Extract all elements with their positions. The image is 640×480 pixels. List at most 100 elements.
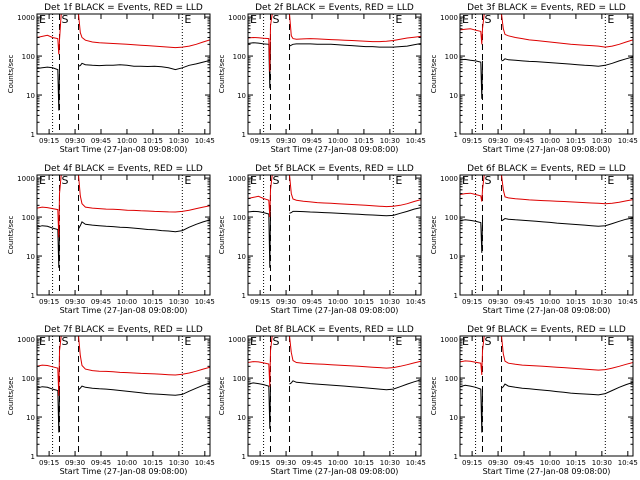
panel-title: Det 8f BLACK = Events, RED = LLD: [255, 325, 414, 335]
y-tick-label: 1000: [228, 175, 246, 183]
x-tick-label: 10:00: [540, 137, 560, 145]
marker-label-e-start: E: [250, 13, 257, 26]
y-tick-label: 10: [449, 414, 458, 422]
x-tick-label: 10:45: [195, 298, 215, 306]
x-tick-label: 10:30: [169, 298, 189, 306]
x-tick-label: 10:15: [143, 459, 163, 467]
x-tick-label: 10:30: [380, 459, 400, 467]
series-line-events: [460, 381, 633, 433]
x-tick-label: 09:30: [488, 298, 508, 306]
x-tick-label: 10:15: [354, 298, 374, 306]
x-tick-label: 10:15: [566, 459, 586, 467]
x-axis-label: Start Time (27-Jan-08 09:08:00): [271, 145, 399, 154]
y-tick-label: 10: [237, 92, 246, 100]
x-tick-label: 09:45: [514, 298, 534, 306]
y-tick-label: 100: [233, 375, 246, 383]
y-tick-label: 100: [445, 53, 458, 61]
series-line-events: [248, 207, 421, 268]
x-tick-label: 09:45: [91, 298, 111, 306]
x-tick-label: 10:30: [169, 459, 189, 467]
marker-label-e-end: E: [395, 174, 402, 187]
x-tick-label: 09:30: [488, 459, 508, 467]
plot-area: [460, 336, 633, 456]
y-tick-label: 100: [22, 53, 35, 61]
axes-frame: [459, 174, 634, 296]
series-line-events: [460, 217, 633, 253]
marker-label-s: S: [272, 13, 279, 26]
y-tick-label: 10: [237, 414, 246, 422]
panel-title: Det 9f BLACK = Events, RED = LLD: [467, 325, 626, 335]
x-tick-label: 09:30: [65, 459, 85, 467]
x-tick-label: 09:15: [462, 137, 482, 145]
x-tick-label: 09:30: [276, 298, 296, 306]
x-tick-label: 10:45: [618, 459, 638, 467]
y-axis-label: Counts/sec: [430, 55, 438, 94]
x-tick-label: 09:15: [250, 459, 270, 467]
x-tick-label: 10:45: [406, 459, 426, 467]
marker-label-e-end: E: [184, 13, 191, 26]
y-tick-label: 1000: [17, 336, 35, 344]
marker-label-e-start: E: [39, 174, 46, 187]
y-tick-label: 1000: [440, 14, 458, 22]
x-tick-label: 09:15: [39, 459, 59, 467]
axes-frame: [247, 174, 422, 296]
marker-label-e-start: E: [462, 13, 469, 26]
marker-label-e-end: E: [184, 174, 191, 187]
x-tick-label: 10:15: [354, 137, 374, 145]
y-tick-label: 1000: [228, 14, 246, 22]
series-line-events: [37, 219, 210, 268]
x-tick-label: 10:15: [143, 137, 163, 145]
marker-label-e-start: E: [250, 335, 257, 348]
x-tick-label: 09:45: [302, 298, 322, 306]
series-line-lld: [460, 336, 633, 376]
plot-area: [460, 175, 633, 295]
x-tick-label: 09:45: [91, 137, 111, 145]
marker-label-s: S: [61, 335, 68, 348]
marker-label-s: S: [272, 174, 279, 187]
marker-label-e-end: E: [607, 13, 614, 26]
marker-label-e-end: E: [395, 13, 402, 26]
y-tick-label: 10: [449, 92, 458, 100]
axes-frame: [247, 13, 422, 135]
axes-frame: [36, 13, 211, 135]
marker-label-e-start: E: [462, 174, 469, 187]
axes-frame: [459, 13, 634, 135]
x-tick-label: 10:30: [592, 137, 612, 145]
series-line-lld: [37, 175, 210, 238]
y-axis-label: Counts/sec: [7, 55, 15, 94]
y-axis-label: Counts/sec: [7, 216, 15, 255]
marker-label-e-end: E: [607, 335, 614, 348]
marker-label-s: S: [61, 174, 68, 187]
series-line-events: [37, 59, 210, 111]
x-tick-label: 09:15: [462, 298, 482, 306]
y-tick-label: 100: [233, 53, 246, 61]
x-tick-label: 10:15: [143, 298, 163, 306]
y-tick-label: 10: [26, 253, 35, 261]
panel-title: Det 5f BLACK = Events, RED = LLD: [255, 164, 414, 174]
x-tick-label: 10:45: [406, 298, 426, 306]
marker-label-e-start: E: [39, 335, 46, 348]
plot-area: [37, 336, 210, 456]
y-tick-label: 1: [242, 292, 246, 300]
x-tick-label: 10:15: [566, 137, 586, 145]
y-tick-label: 100: [445, 375, 458, 383]
x-tick-label: 10:00: [328, 137, 348, 145]
axes-frame: [36, 335, 211, 457]
x-tick-label: 10:45: [195, 137, 215, 145]
x-tick-label: 10:45: [618, 137, 638, 145]
series-line-events: [248, 379, 421, 429]
x-tick-label: 10:45: [618, 298, 638, 306]
x-tick-label: 09:15: [39, 137, 59, 145]
x-tick-label: 09:30: [65, 298, 85, 306]
x-tick-label: 09:30: [276, 137, 296, 145]
y-tick-label: 10: [26, 92, 35, 100]
marker-label-s: S: [61, 13, 68, 26]
y-axis-label: Counts/sec: [7, 377, 15, 416]
plot-area: [248, 175, 421, 295]
x-tick-label: 09:45: [91, 459, 111, 467]
y-tick-label: 1000: [440, 336, 458, 344]
panel-title: Det 7f BLACK = Events, RED = LLD: [44, 325, 203, 335]
